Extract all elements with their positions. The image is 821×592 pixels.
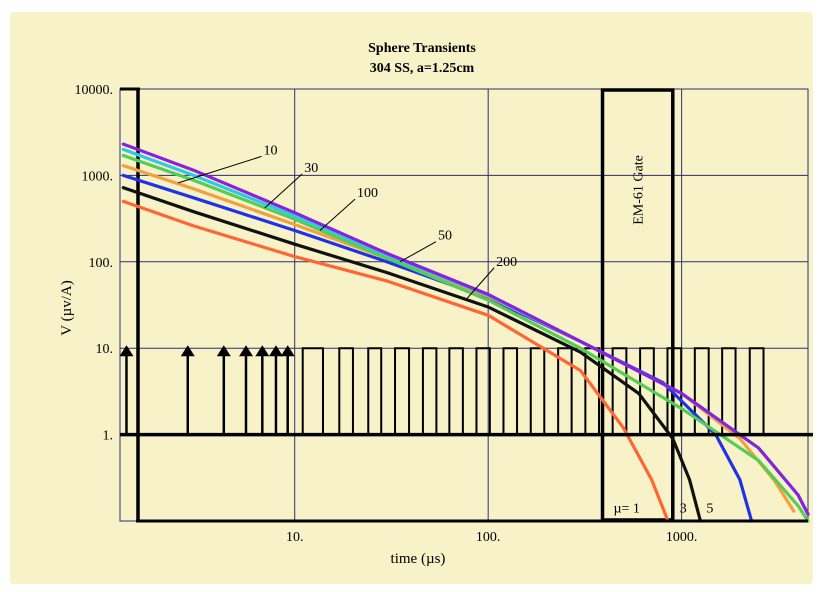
series-line-1 [121, 186, 703, 523]
y-axis-label: V (µv/A) [59, 280, 75, 335]
pulse-arrow-head-6 [280, 345, 295, 357]
curve-label-leader-4 [466, 267, 495, 299]
pulse-6 [475, 347, 491, 435]
curve-labels: 10 30 100 50 200 µ= 1 3 5 [178, 143, 713, 517]
mu-label-1: 3 [680, 502, 687, 517]
curve-label-4: 200 [496, 255, 517, 270]
pulse-9 [557, 347, 573, 435]
y-tick-label-3: 1000. [82, 169, 114, 184]
pulse-arrow-head-2 [216, 345, 231, 357]
baseline-marks [120, 87, 813, 523]
curve-label-1: 30 [304, 161, 318, 176]
series-line-0 [121, 199, 670, 523]
mu-label-0: µ= 1 [613, 502, 639, 517]
curve-label-leader-3 [399, 241, 437, 263]
curve-label-0: 10 [264, 143, 278, 158]
y-tick-label-4: 10000. [75, 83, 114, 98]
pulse-arrow-head-1 [180, 345, 195, 357]
series-lines [121, 142, 810, 523]
pulse-14 [693, 347, 710, 435]
pulse-16 [748, 347, 765, 435]
pulse-arrow-head-0 [119, 345, 134, 357]
series-line-4 [121, 153, 810, 523]
curve-label-2: 100 [357, 186, 378, 201]
pulse-5 [448, 347, 464, 435]
pulse-11 [611, 347, 628, 435]
pulse-4 [421, 347, 438, 435]
pulse-0 [301, 347, 324, 435]
x-tick-label-2: 1000. [666, 530, 698, 545]
chart-background [10, 12, 813, 584]
curve-label-leader-1 [264, 173, 303, 209]
pulse-1 [338, 347, 354, 435]
tick-labels: 10. 100. 1000. 1. 10. 100. 1000. 10000. [75, 83, 698, 545]
y-tick-label-2: 100. [89, 256, 114, 271]
pulse-arrow-head-4 [255, 345, 270, 357]
pulse-3 [394, 347, 411, 435]
chart-title: Sphere Transients [368, 41, 476, 56]
y-tick-label-1: 10. [96, 342, 114, 357]
series-line-6 [121, 142, 810, 516]
pulse-8 [529, 347, 546, 435]
curve-label-leader-0 [178, 155, 262, 184]
curve-label-leader-2 [319, 198, 356, 231]
curve-label-3: 50 [438, 229, 452, 244]
pulse-arrow-head-3 [238, 345, 253, 357]
x-tick-label-0: 10. [286, 530, 304, 545]
chart-subtitle: 304 SS, a=1.25cm [370, 61, 475, 76]
pulse-15 [721, 347, 737, 435]
x-axis-label: time (µs) [391, 551, 446, 567]
y-tick-label-0: 1. [103, 429, 114, 444]
gate-label: EM-61 Gate [632, 155, 647, 225]
pulse-arrow-head-5 [268, 345, 283, 357]
pulse-7 [502, 347, 519, 435]
x-tick-label-1: 100. [476, 530, 501, 545]
pulse-2 [367, 347, 383, 435]
mu-label-2: 5 [706, 502, 713, 517]
